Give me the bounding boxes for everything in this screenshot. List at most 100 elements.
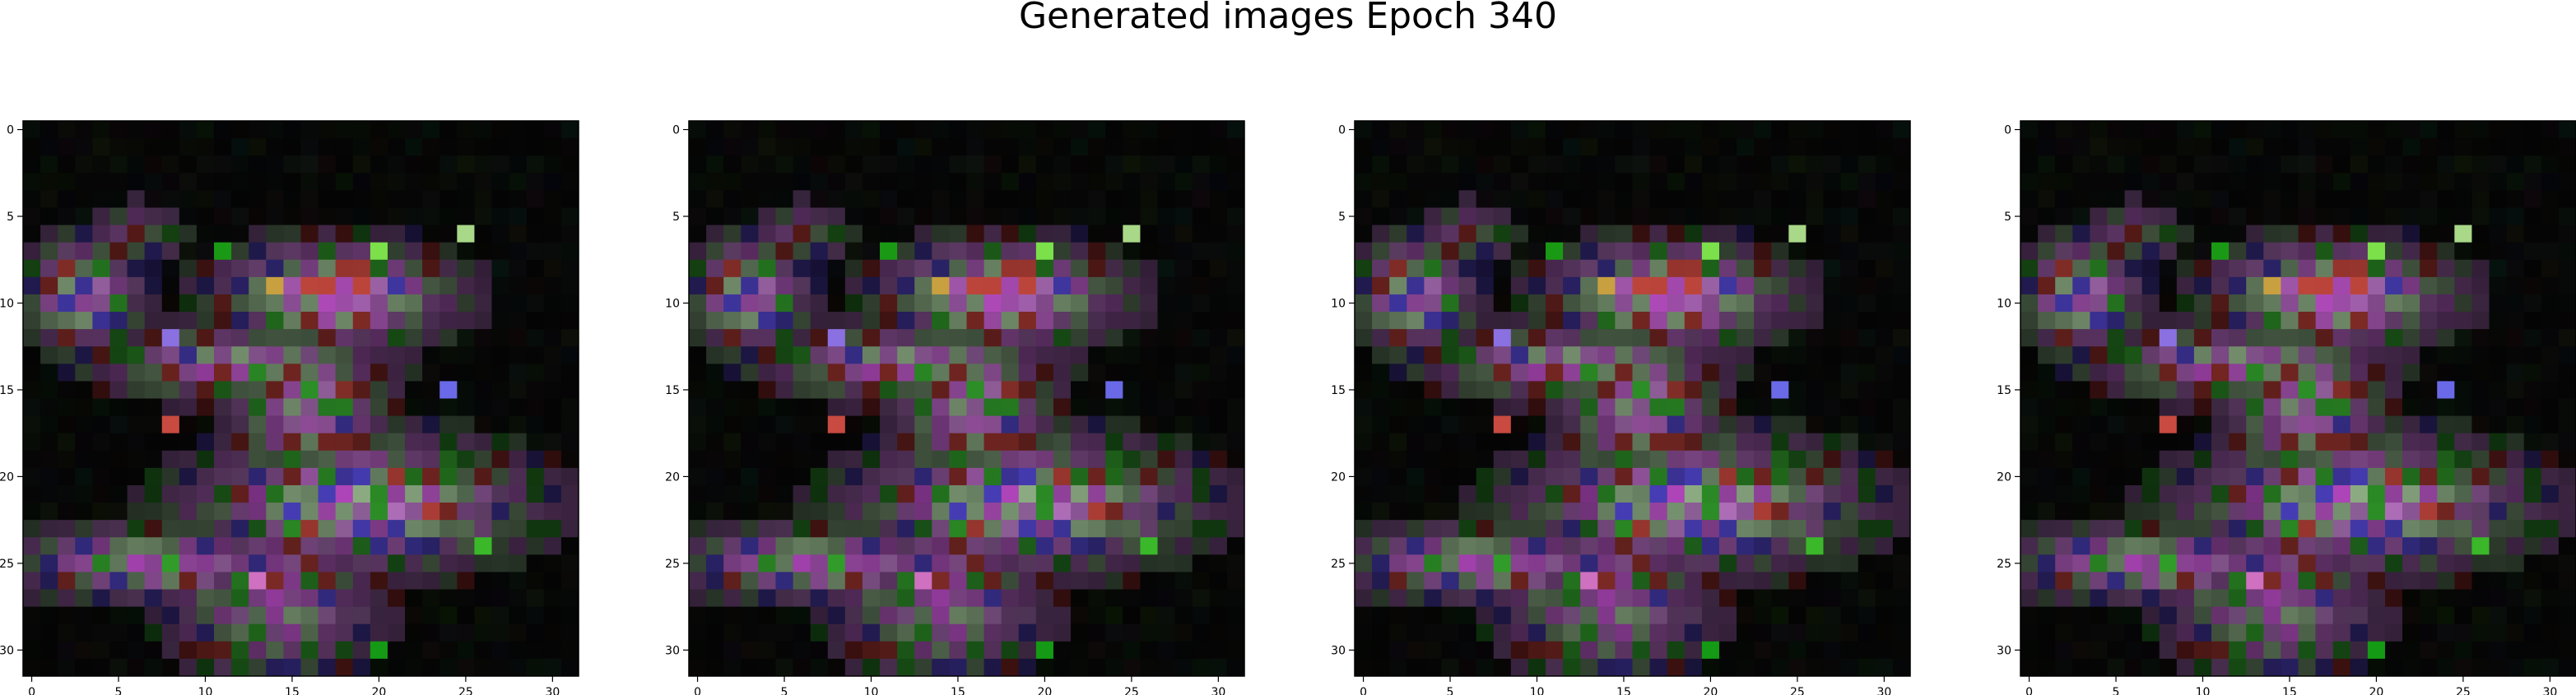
pixel-cell	[1389, 520, 1407, 538]
pixel-cell	[1407, 155, 1425, 174]
pixel-cell	[1737, 484, 1755, 503]
pixel-cell	[1001, 520, 1020, 538]
pixel-cell	[1226, 242, 1245, 261]
pixel-cell	[560, 467, 579, 486]
pixel-cell	[387, 572, 406, 590]
pixel-cell	[1858, 415, 1876, 433]
pixel-cell	[161, 190, 180, 208]
pixel-cell	[1226, 173, 1245, 191]
pixel-cell	[1701, 484, 1720, 503]
pixel-cell	[2315, 537, 2333, 555]
pixel-cell	[2350, 364, 2369, 382]
pixel-cell	[2315, 294, 2333, 313]
pixel-cell	[179, 537, 198, 555]
pixel-cell	[2437, 623, 2455, 642]
pixel-cell	[2141, 641, 2160, 660]
pixel-cell	[1580, 450, 1598, 469]
pixel-cell	[1527, 276, 1546, 295]
pixel-cell	[2471, 450, 2490, 469]
pixel-cell	[1209, 658, 1228, 677]
x-tick-label: 10	[864, 686, 879, 695]
pixel-cell	[2176, 207, 2195, 225]
pixel-cell	[1018, 433, 1037, 452]
pixel-cell	[2124, 121, 2142, 139]
pixel-cell	[2038, 312, 2056, 330]
pixel-cell	[1157, 623, 1175, 642]
pixel-cell	[1563, 190, 1581, 208]
pixel-cell	[2454, 364, 2472, 382]
pixel-cell	[144, 294, 163, 313]
pixel-cell	[1858, 572, 1876, 590]
pixel-cell	[775, 225, 793, 243]
pixel-cell	[2020, 242, 2039, 261]
pixel-cell	[1001, 207, 1020, 225]
pixel-cell	[2038, 572, 2056, 590]
pixel-cell	[2506, 658, 2525, 677]
pixel-cell	[40, 190, 58, 208]
pixel-cell	[793, 381, 811, 399]
pixel-cell	[1355, 503, 1373, 521]
pixel-cell	[2281, 450, 2299, 469]
pixel-cell	[1737, 503, 1755, 521]
pixel-cell	[231, 623, 249, 642]
pixel-cell	[2281, 294, 2299, 313]
pixel-cell	[2350, 467, 2369, 486]
pixel-cell	[880, 381, 898, 399]
pixel-cell	[1546, 259, 1564, 278]
pixel-cell	[1123, 398, 1141, 416]
pixel-cell	[2298, 329, 2316, 347]
pixel-cell	[2332, 658, 2351, 677]
pixel-cell	[1892, 450, 1911, 469]
pixel-cell	[1806, 294, 1824, 313]
y-tick-label: 30	[0, 644, 14, 657]
pixel-cell	[2402, 606, 2420, 625]
pixel-cell	[2523, 121, 2542, 139]
pixel-cell	[1424, 364, 1442, 382]
pixel-cell	[75, 190, 93, 208]
pixel-cell	[775, 207, 793, 225]
pixel-cell	[2523, 294, 2542, 313]
pixel-cell	[1840, 138, 1859, 156]
pixel-cell	[231, 484, 249, 503]
pixel-cell	[1424, 484, 1442, 503]
pixel-cell	[1823, 415, 1841, 433]
pixel-cell	[161, 242, 180, 261]
pixel-cell	[1788, 467, 1806, 486]
pixel-cell	[1858, 381, 1876, 399]
pixel-cell	[1088, 294, 1106, 313]
pixel-cell	[1458, 312, 1476, 330]
pixel-cell	[387, 329, 406, 347]
pixel-cell	[1071, 433, 1089, 452]
pixel-cell	[58, 589, 76, 607]
axes-frame	[22, 120, 579, 677]
pixel-cell	[1493, 294, 1512, 313]
pixel-cell	[439, 121, 458, 139]
pixel-cell	[1875, 589, 1894, 607]
pixel-cell	[1546, 572, 1564, 590]
pixel-cell	[352, 398, 371, 416]
pixel-cell	[144, 467, 163, 486]
pixel-cell	[283, 623, 301, 642]
pixel-cell	[249, 173, 267, 191]
pixel-cell	[689, 572, 707, 590]
pixel-cell	[2072, 381, 2090, 399]
pixel-cell	[1441, 589, 1459, 607]
pixel-cell	[2402, 467, 2420, 486]
pixel-cell	[2072, 364, 2090, 382]
pixel-cell	[266, 190, 284, 208]
pixel-cell	[2176, 520, 2195, 538]
pixel-cell	[2159, 259, 2178, 278]
pixel-cell	[1476, 190, 1495, 208]
pixel-cell	[1088, 155, 1106, 174]
pixel-cell	[2020, 641, 2039, 660]
pixel-cell	[1649, 572, 1667, 590]
pixel-cell	[723, 225, 742, 243]
pixel-cell	[40, 381, 58, 399]
pixel-cell	[1615, 467, 1633, 486]
pixel-cell	[231, 173, 249, 191]
pixel-cell	[560, 606, 579, 625]
pixel-cell	[1407, 364, 1425, 382]
pixel-cell	[1649, 190, 1667, 208]
pixel-cell	[266, 155, 284, 174]
pixel-cell	[1001, 623, 1020, 642]
